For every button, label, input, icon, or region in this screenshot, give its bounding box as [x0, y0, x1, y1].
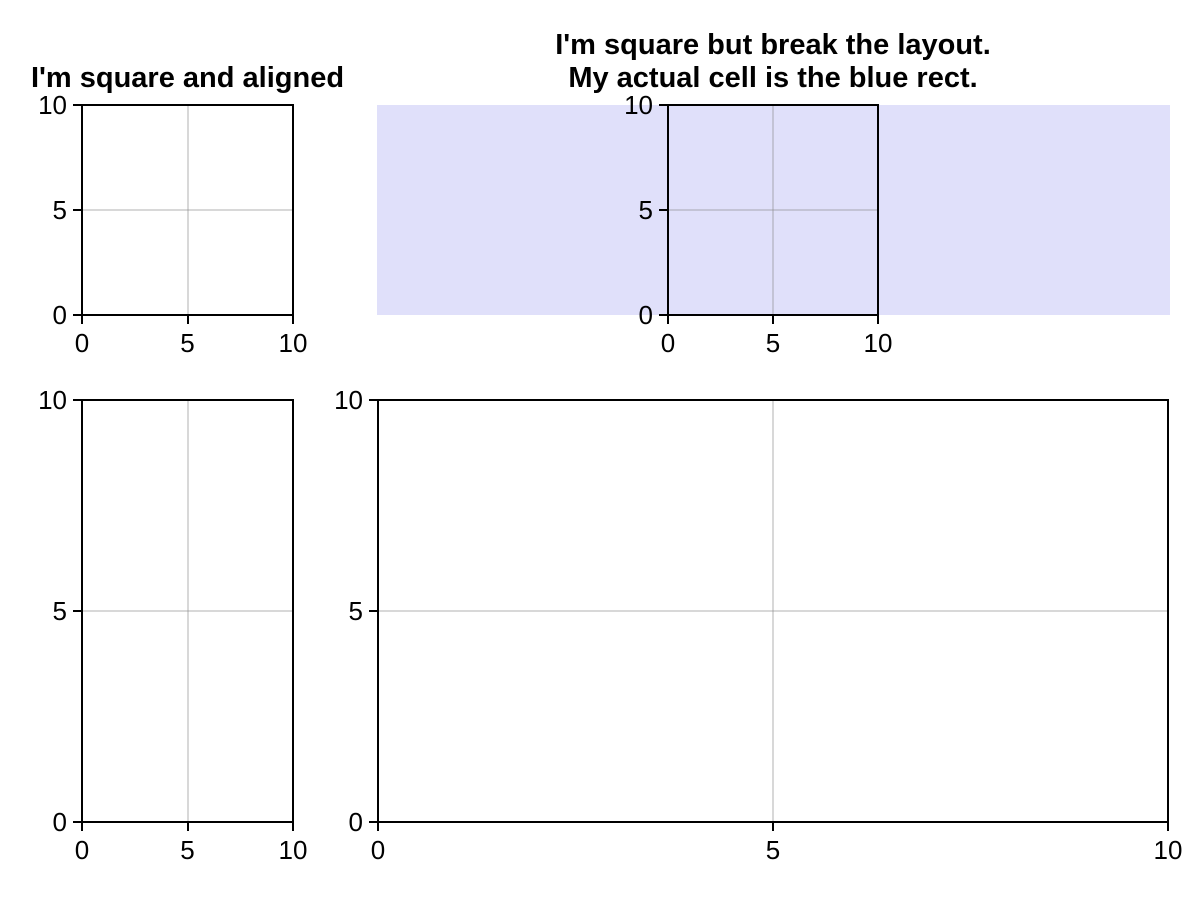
x-tick: [292, 316, 294, 324]
y-tick-label: 0: [348, 807, 363, 837]
y-tick-label: 10: [624, 90, 653, 120]
gridspec-cell-rect: [377, 105, 1170, 315]
y-tick-label: 0: [52, 807, 67, 837]
gridline-horizontal: [378, 610, 1168, 612]
x-tick: [186, 316, 189, 324]
y-tick-label: 0: [638, 300, 653, 330]
y-tick-label: 5: [638, 195, 653, 225]
x-tick-label: 10: [863, 328, 893, 358]
x-tick: [667, 316, 669, 324]
y-tick: [73, 821, 81, 823]
axes-box: [81, 399, 294, 823]
subplot-title-line: I'm square and aligned: [30, 62, 345, 94]
axes-box: [81, 104, 294, 316]
gridline-vertical: [186, 105, 189, 315]
y-tick: [73, 209, 81, 211]
y-tick: [73, 314, 81, 316]
gridline-horizontal: [82, 209, 293, 211]
x-tick: [292, 823, 294, 831]
x-tick-label: 5: [180, 328, 195, 358]
x-tick: [877, 316, 879, 324]
x-tick: [81, 316, 83, 324]
gridline-vertical: [772, 400, 774, 822]
x-tick: [1167, 823, 1169, 831]
subplot-title: I'm square but break the layout. My actua…: [373, 29, 1173, 95]
y-tick-label: 5: [348, 596, 363, 626]
axes-box: [667, 104, 879, 316]
gridline-vertical: [186, 400, 189, 822]
x-tick-label: 0: [370, 835, 386, 865]
y-tick: [73, 399, 81, 401]
y-tick-label: 10: [38, 90, 67, 120]
x-tick: [81, 823, 83, 831]
y-tick: [369, 399, 377, 401]
y-tick-label: 0: [52, 300, 67, 330]
y-tick: [369, 610, 377, 612]
y-tick: [659, 314, 667, 316]
y-tick: [659, 209, 667, 211]
x-tick-label: 0: [660, 328, 676, 358]
x-tick-label: 10: [278, 835, 308, 865]
y-tick-label: 10: [334, 385, 363, 415]
y-tick: [369, 821, 377, 823]
gridline-horizontal: [82, 610, 293, 612]
x-tick-label: 5: [180, 835, 195, 865]
x-tick-label: 0: [74, 328, 90, 358]
x-tick-label: 0: [74, 835, 90, 865]
subplot-title: I'm square and aligned: [0, 62, 588, 95]
gridline-horizontal: [668, 209, 878, 211]
x-tick: [186, 823, 189, 831]
subplot-title-line: I'm square but break the layout.: [555, 29, 991, 61]
x-tick: [772, 316, 774, 324]
x-tick-label: 5: [765, 835, 781, 865]
gridline-vertical: [772, 105, 774, 315]
x-tick: [772, 823, 774, 831]
y-tick: [73, 610, 81, 612]
y-tick: [73, 104, 81, 106]
x-tick-label: 10: [278, 328, 308, 358]
x-tick-label: 5: [765, 328, 781, 358]
axes-box: [377, 399, 1169, 823]
x-tick: [377, 823, 379, 831]
subplot-title-line: My actual cell is the blue rect.: [568, 62, 978, 94]
y-tick: [659, 104, 667, 106]
y-tick-label: 5: [52, 596, 67, 626]
x-tick-label: 10: [1153, 835, 1183, 865]
y-tick-label: 5: [52, 195, 67, 225]
y-tick-label: 10: [38, 385, 67, 415]
